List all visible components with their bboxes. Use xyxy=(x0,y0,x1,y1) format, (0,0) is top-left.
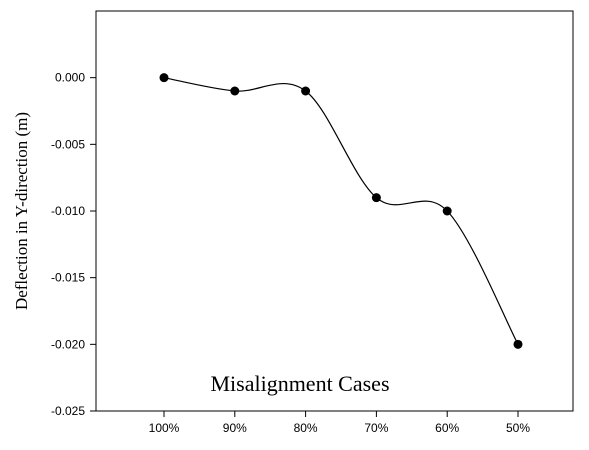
y-axis: 0.000 -0.005 -0.010 -0.015 -0.020 -0.025 xyxy=(51,71,96,418)
y-tick-label: -0.015 xyxy=(51,271,85,285)
x-tick-label: 100% xyxy=(149,421,180,435)
plot-frame xyxy=(95,10,574,412)
x-axis-title: Misalignment Cases xyxy=(210,371,389,396)
x-tick-label: 80% xyxy=(294,421,318,435)
x-axis: 100% 90% 80% 70% 60% 50% xyxy=(149,411,530,435)
x-tick-label: 60% xyxy=(435,421,459,435)
data-point xyxy=(513,339,523,349)
data-points xyxy=(159,73,523,349)
data-point xyxy=(301,86,311,96)
series-line xyxy=(163,77,519,345)
data-point xyxy=(230,86,240,96)
y-tick-label: 0.000 xyxy=(55,71,85,85)
y-tick-label: -0.010 xyxy=(51,204,85,218)
x-tick-label: 90% xyxy=(223,421,247,435)
data-point xyxy=(442,206,452,216)
y-tick-label: -0.020 xyxy=(51,337,85,351)
data-point xyxy=(371,193,381,203)
y-tick-label: -0.025 xyxy=(51,404,85,418)
y-axis-title: Deflection in Y-direction (m) xyxy=(12,112,31,310)
x-tick-label: 70% xyxy=(364,421,388,435)
x-tick-label: 50% xyxy=(506,421,530,435)
data-point xyxy=(159,73,169,83)
y-tick-label: -0.005 xyxy=(51,137,85,151)
